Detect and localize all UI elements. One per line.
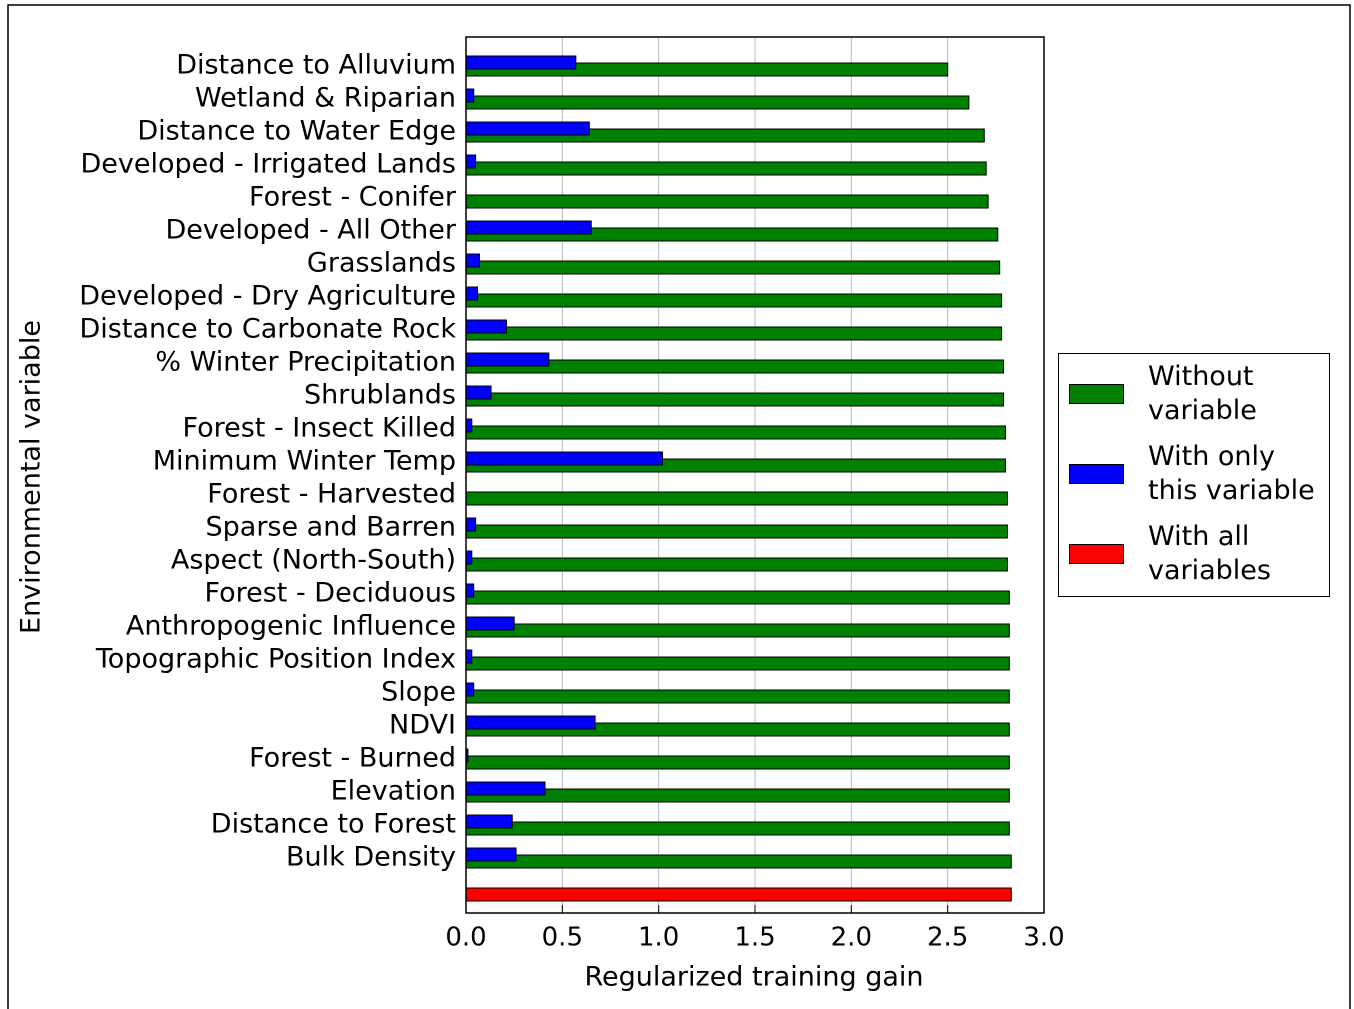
bar	[465, 425, 1006, 440]
bar	[465, 616, 515, 631]
y-tick-label: Developed - Dry Agriculture	[79, 281, 456, 312]
bar	[465, 689, 1010, 704]
x-tick-label: 1.5	[734, 923, 775, 953]
y-tick-label: Forest - Harvested	[207, 479, 456, 510]
bar	[465, 451, 664, 466]
legend: Without variable With only this variable W…	[1058, 353, 1330, 597]
y-tick-label: Developed - All Other	[165, 215, 456, 246]
legend-entry: Without variable	[1069, 360, 1333, 428]
y-tick-label: % Winter Precipitation	[155, 347, 456, 378]
y-tick-label: Bulk Density	[286, 842, 456, 873]
x-tick-label: 2.0	[831, 923, 872, 953]
y-tick-label: Distance to Alluvium	[176, 50, 456, 81]
bar	[465, 392, 1005, 407]
bar	[465, 88, 475, 103]
y-tick-label: Aspect (North-South)	[171, 545, 456, 576]
y-tick-label: NDVI	[389, 710, 456, 741]
y-tick-label: Wetland & Riparian	[195, 83, 456, 114]
bar	[465, 121, 590, 136]
bar	[465, 788, 1010, 803]
bar	[465, 590, 1010, 605]
bar	[465, 715, 596, 730]
y-tick-label: Minimum Winter Temp	[153, 446, 456, 477]
bar	[465, 385, 492, 400]
legend-entry: With only this variable	[1069, 440, 1333, 508]
bar	[465, 517, 477, 532]
y-tick-label: Sparse and Barren	[206, 512, 457, 543]
legend-swatch	[1069, 384, 1124, 404]
bar	[465, 319, 507, 334]
bar	[465, 293, 1003, 308]
legend-swatch	[1069, 464, 1124, 484]
bar	[465, 161, 987, 176]
legend-label: Without variable	[1148, 361, 1257, 426]
bar	[465, 847, 517, 862]
x-tick-label: 3.0	[1023, 923, 1064, 953]
bar	[465, 550, 473, 565]
bar	[465, 887, 1012, 902]
bar	[465, 814, 513, 829]
y-tick-label: Distance to Carbonate Rock	[80, 314, 457, 345]
bar	[465, 656, 1010, 671]
y-tick-label: Distance to Water Edge	[137, 116, 456, 147]
bar	[465, 623, 1010, 638]
bar	[465, 557, 1008, 572]
y-tick-label: Forest - Insect Killed	[183, 413, 457, 444]
legend-entry: With all variables	[1069, 520, 1333, 588]
frame	[7, 4, 1351, 1009]
bar	[465, 583, 475, 598]
y-axis-label: Environmental variable	[16, 320, 47, 634]
bar	[465, 491, 1008, 506]
bar	[465, 821, 1010, 836]
x-tick-label: 2.5	[927, 923, 968, 953]
bar	[465, 55, 577, 70]
legend-label: With only this variable	[1148, 441, 1315, 506]
y-tick-label: Forest - Conifer	[249, 182, 457, 213]
plot-border	[465, 36, 1045, 914]
y-tick-label: Forest - Deciduous	[205, 578, 456, 609]
x-tick-label: 1.0	[638, 923, 679, 953]
y-tick-label: Elevation	[331, 776, 456, 807]
bar	[465, 854, 1012, 869]
bar	[465, 781, 546, 796]
bar	[465, 326, 1003, 341]
bar	[465, 286, 479, 301]
y-tick-label: Forest - Burned	[249, 743, 456, 774]
bar	[465, 220, 592, 235]
bar	[465, 95, 970, 110]
bar	[465, 194, 989, 209]
y-tick-label: Anthropogenic Influence	[126, 611, 456, 642]
y-tick-label: Distance to Forest	[211, 809, 456, 840]
legend-label: With all variables	[1148, 521, 1271, 586]
y-tick-label: Developed - Irrigated Lands	[80, 149, 456, 180]
y-tick-label: Topographic Position Index	[95, 644, 456, 675]
x-tick-label: 0.5	[542, 923, 583, 953]
bar	[465, 682, 475, 697]
legend-swatch	[1069, 544, 1124, 564]
y-tick-label: Grasslands	[307, 248, 456, 279]
y-tick-label: Shrublands	[304, 380, 456, 411]
x-axis-label: Regularized training gain	[584, 962, 923, 993]
y-tick-label: Slope	[381, 677, 456, 708]
bar	[465, 253, 480, 268]
bar	[465, 755, 1010, 770]
x-tick-label: 0.0	[445, 923, 486, 953]
bar	[465, 352, 550, 367]
bar	[465, 524, 1008, 539]
bar	[465, 154, 477, 169]
bar	[465, 649, 473, 664]
bar	[465, 260, 1001, 275]
bar	[465, 418, 473, 433]
